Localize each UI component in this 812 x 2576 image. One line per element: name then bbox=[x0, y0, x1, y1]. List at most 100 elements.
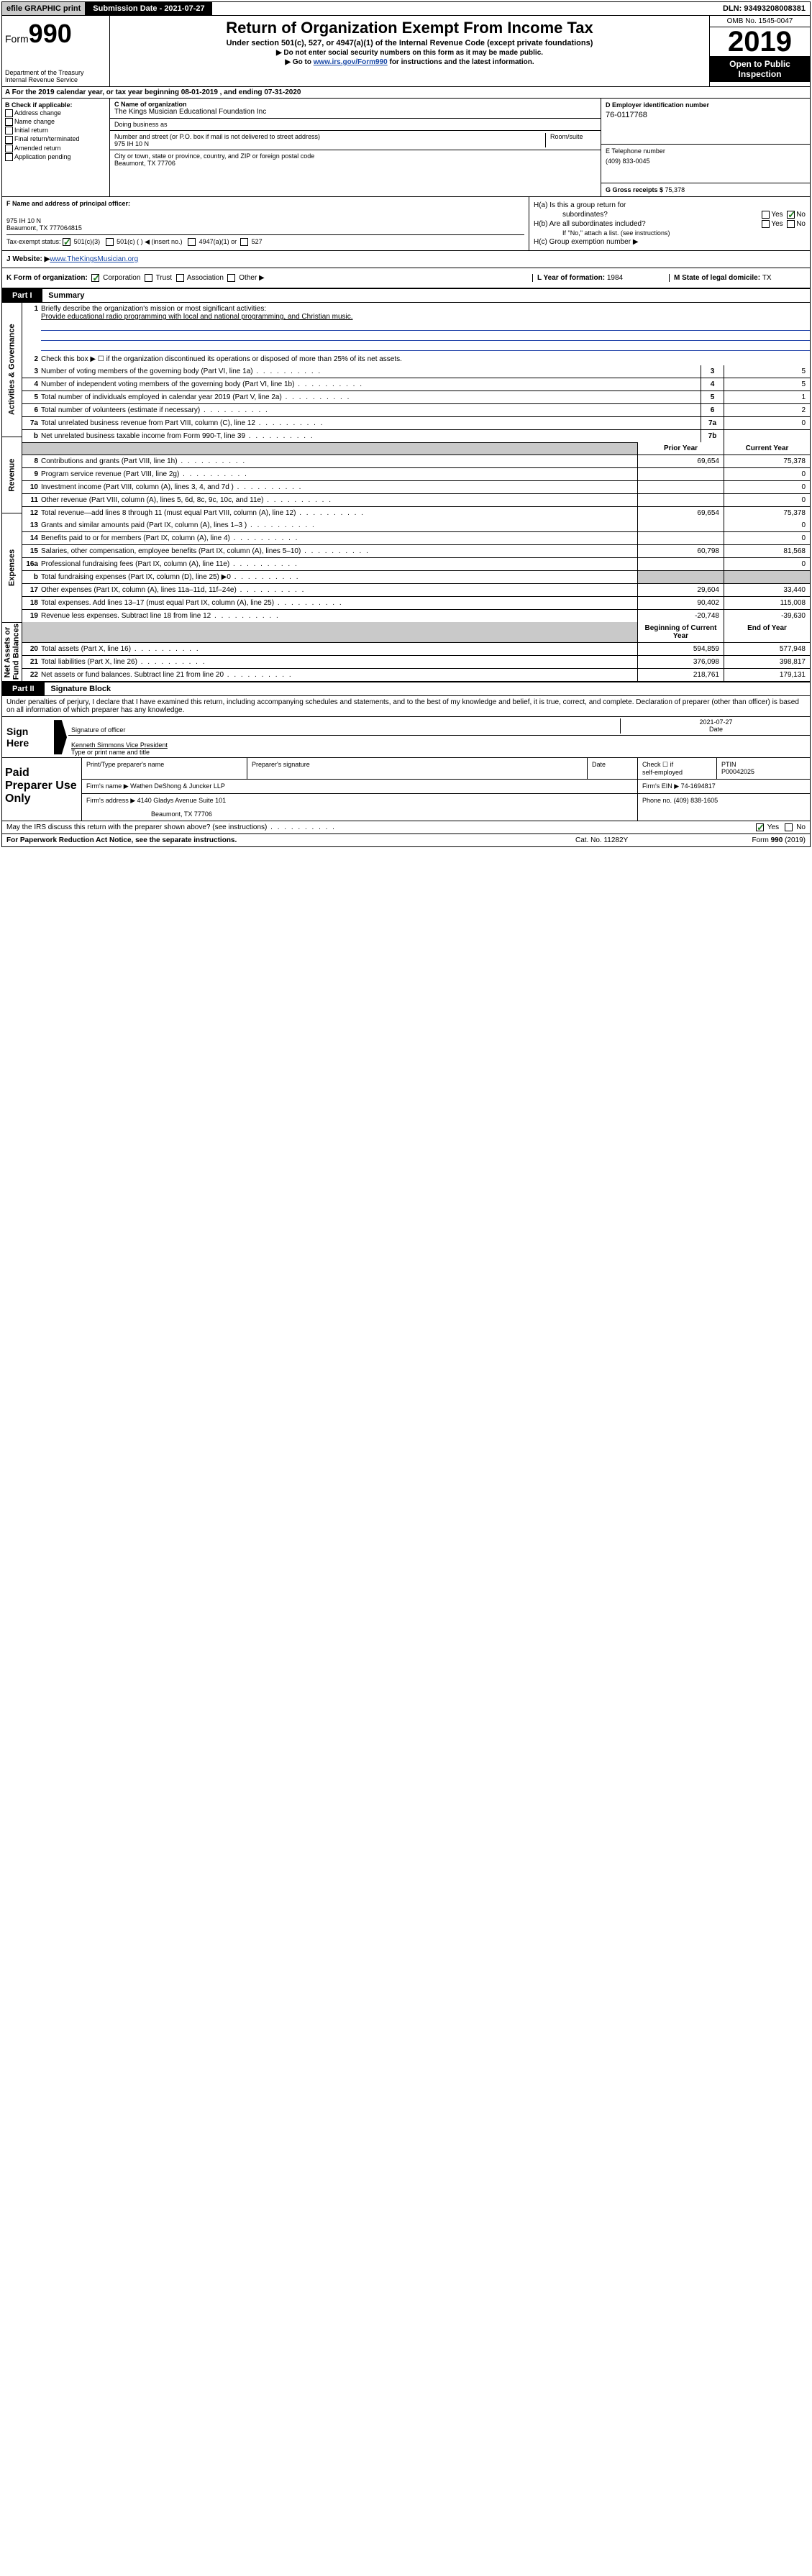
prep-name-hdr: Print/Type preparer's name bbox=[81, 758, 247, 779]
officer-name: Kenneth Simmons Vice President bbox=[71, 741, 807, 749]
ha-yes[interactable] bbox=[762, 211, 770, 219]
discuss-text: May the IRS discuss this return with the… bbox=[6, 823, 267, 831]
dba-label: Doing business as bbox=[114, 121, 596, 128]
sig-date-value: 2021-07-27 bbox=[625, 718, 807, 726]
rev-col-header: Prior Year Current Year bbox=[22, 442, 810, 455]
officer-addr1: 975 IH 10 N bbox=[6, 217, 524, 224]
hb-no[interactable] bbox=[787, 220, 795, 228]
chk-501c[interactable] bbox=[106, 238, 114, 246]
chk-app-pending[interactable]: Application pending bbox=[5, 153, 106, 161]
box-h: H(a) Is this a group return for subordin… bbox=[529, 197, 810, 250]
firm-phone-label: Phone no. bbox=[642, 797, 672, 804]
summary-row: 3 Number of voting members of the govern… bbox=[22, 365, 810, 378]
room-label: Room/suite bbox=[546, 133, 596, 147]
discuss-no[interactable] bbox=[785, 823, 793, 831]
open-public: Open to Public Inspection bbox=[710, 56, 810, 82]
end-year-hdr: End of Year bbox=[724, 622, 810, 642]
side-activities: Activities & Governance bbox=[2, 303, 22, 437]
tax-status-label: Tax-exempt status: bbox=[6, 238, 61, 245]
discuss-row: May the IRS discuss this return with the… bbox=[2, 821, 810, 834]
box-d-e-g: D Employer identification number 76-0117… bbox=[601, 99, 810, 196]
hc-label: H(c) Group exemption number ▶ bbox=[534, 238, 806, 246]
summary-row: 12 Total revenue—add lines 8 through 11 … bbox=[22, 507, 810, 519]
firm-addr1: 4140 Gladys Avenue Suite 101 bbox=[137, 797, 226, 804]
ptin-label: PTIN bbox=[721, 761, 806, 768]
ein-value: 76-0117768 bbox=[606, 111, 806, 119]
na-col-header: Beginning of Current Year End of Year bbox=[22, 622, 810, 643]
header-left: Form990 Department of the Treasury Inter… bbox=[2, 16, 110, 86]
officer-addr2: Beaumont, TX 777064815 bbox=[6, 224, 524, 232]
efile-label[interactable]: efile GRAPHIC print bbox=[2, 2, 86, 15]
firm-addr-label: Firm's address ▶ bbox=[86, 797, 135, 804]
summary-row: 16a Professional fundraising fees (Part … bbox=[22, 558, 810, 571]
chk-trust[interactable] bbox=[145, 274, 152, 282]
hb-yes[interactable] bbox=[762, 220, 770, 228]
perjury-text: Under penalties of perjury, I declare th… bbox=[2, 696, 810, 717]
chk-address-change[interactable]: Address change bbox=[5, 109, 106, 117]
summary-row: 10 Investment income (Part VIII, column … bbox=[22, 481, 810, 494]
hb-label: H(b) Are all subordinates included? bbox=[534, 220, 646, 228]
prior-year-hdr: Prior Year bbox=[637, 442, 724, 455]
discuss-yes[interactable] bbox=[756, 823, 764, 831]
line1-label: Briefly describe the organization's miss… bbox=[41, 305, 810, 313]
summary-row: 14 Benefits paid to or for members (Part… bbox=[22, 532, 810, 545]
row-k-l-m: K Form of organization: Corporation Trus… bbox=[2, 268, 810, 289]
street-label: Number and street (or P.O. box if mail i… bbox=[114, 133, 541, 140]
summary-row: b Total fundraising expenses (Part IX, c… bbox=[22, 571, 810, 584]
website-link[interactable]: www.TheKingsMusician.org bbox=[50, 255, 138, 263]
chk-name-change[interactable]: Name change bbox=[5, 118, 106, 126]
section-f-h: F Name and address of principal officer:… bbox=[2, 197, 810, 251]
part-i-header: Part I Summary bbox=[2, 289, 810, 303]
sign-here-label: Sign Here bbox=[2, 717, 53, 757]
summary-row: 20 Total assets (Part X, line 16) 594,85… bbox=[22, 643, 810, 656]
chk-assoc[interactable] bbox=[176, 274, 184, 282]
sign-here-section: Sign Here Signature of officer 2021-07-2… bbox=[2, 717, 810, 758]
line2-text: Check this box ▶ ☐ if the organization d… bbox=[41, 353, 810, 365]
irs-link[interactable]: www.irs.gov/Form990 bbox=[314, 58, 388, 66]
ein-label: D Employer identification number bbox=[606, 101, 806, 109]
chk-initial-return[interactable]: Initial return bbox=[5, 127, 106, 134]
j-label: J Website: ▶ bbox=[6, 255, 50, 263]
ptin-value: P00042025 bbox=[721, 768, 806, 775]
sign-arrow-icon bbox=[54, 720, 67, 754]
chk-527[interactable] bbox=[240, 238, 248, 246]
chk-other[interactable] bbox=[227, 274, 235, 282]
row-j-website: J Website: ▶ www.TheKingsMusician.org bbox=[2, 251, 810, 268]
chk-501c3[interactable] bbox=[63, 238, 70, 246]
form-number: Form990 bbox=[5, 19, 106, 49]
mission-text: Provide educational radio programming wi… bbox=[41, 313, 810, 321]
state-domicile: TX bbox=[762, 274, 772, 282]
ha-label: H(a) Is this a group return for bbox=[534, 201, 626, 209]
paid-preparer-label: Paid Preparer Use Only bbox=[2, 758, 81, 821]
part-i-title: Summary bbox=[44, 289, 88, 302]
chk-amended[interactable]: Amended return bbox=[5, 145, 106, 152]
part-ii-header: Part II Signature Block bbox=[2, 682, 810, 696]
summary-row: 15 Salaries, other compensation, employe… bbox=[22, 545, 810, 558]
firm-addr2: Beaumont, TX 77706 bbox=[86, 810, 633, 818]
form-990-page: efile GRAPHIC print Submission Date - 20… bbox=[1, 1, 811, 847]
chk-final-return[interactable]: Final return/terminated bbox=[5, 135, 106, 143]
ha-no[interactable] bbox=[787, 211, 795, 219]
f-label: F Name and address of principal officer: bbox=[6, 200, 524, 207]
city-value: Beaumont, TX 77706 bbox=[114, 160, 596, 167]
firm-ein: 74-1694817 bbox=[681, 782, 716, 790]
summary-row: 9 Program service revenue (Part VIII, li… bbox=[22, 468, 810, 481]
chk-4947[interactable] bbox=[188, 238, 196, 246]
part-i-badge: Part I bbox=[2, 289, 42, 302]
chk-corp[interactable] bbox=[91, 274, 99, 282]
firm-phone: (409) 838-1605 bbox=[674, 797, 719, 804]
summary-grid: Activities & Governance Revenue Expenses… bbox=[2, 303, 810, 682]
c-name-label: C Name of organization bbox=[114, 101, 596, 108]
form-title: Return of Organization Exempt From Incom… bbox=[113, 19, 706, 37]
org-name: The Kings Musician Educational Foundatio… bbox=[114, 108, 596, 116]
gross-label: G Gross receipts $ bbox=[606, 186, 665, 193]
summary-row: 17 Other expenses (Part IX, column (A), … bbox=[22, 584, 810, 597]
part-ii-title: Signature Block bbox=[46, 682, 115, 695]
side-expenses: Expenses bbox=[2, 513, 22, 622]
k-label: K Form of organization: bbox=[6, 274, 88, 282]
prep-sig-hdr: Preparer's signature bbox=[247, 758, 587, 779]
sig-officer-label: Signature of officer bbox=[71, 726, 125, 734]
dln: DLN: 93493208008381 bbox=[719, 2, 810, 15]
box-c: C Name of organization The Kings Musicia… bbox=[110, 99, 601, 196]
pra-notice: For Paperwork Reduction Act Notice, see … bbox=[6, 836, 575, 844]
